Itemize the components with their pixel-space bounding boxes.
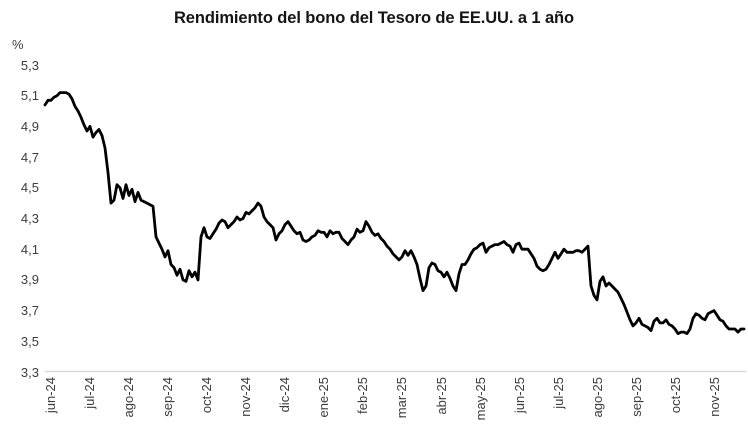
yield-line-series	[43, 91, 746, 336]
y-tick-label: 4,7	[20, 149, 39, 165]
y-tick-label: 3,7	[20, 303, 39, 319]
y-tick-label: 4,1	[20, 241, 39, 257]
y-axis-unit-label: %	[12, 37, 24, 52]
y-tick-label: 4,5	[20, 180, 39, 196]
y-tick-label: 3,3	[20, 364, 39, 380]
y-tick-label: 3,9	[20, 272, 39, 288]
chart-title: Rendimiento del bono del Tesoro de EE.UU…	[173, 9, 574, 27]
y-tick-label: 4,3	[20, 211, 39, 226]
y-tick-label: 5,3	[20, 57, 39, 73]
y-tick-label: 3,5	[20, 333, 39, 349]
y-tick-label: 4,9	[20, 118, 39, 134]
y-tick-label: 5,1	[20, 88, 39, 104]
